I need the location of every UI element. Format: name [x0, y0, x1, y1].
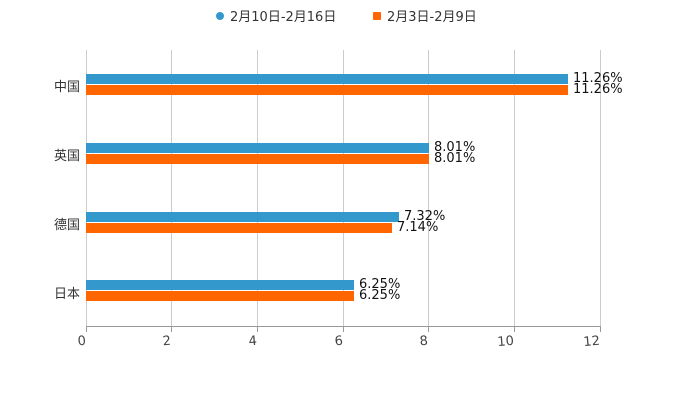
legend-item-series-1[interactable]: 2月10日-2月16日 — [216, 6, 336, 25]
gridline — [171, 50, 172, 326]
bar-japan-series-1[interactable] — [86, 280, 354, 290]
x-tick-label: 6 — [334, 333, 344, 350]
category-label-germany: 德国 — [53, 218, 80, 233]
data-label: 7.14% — [397, 220, 439, 235]
bar-china-series-2[interactable] — [86, 85, 568, 95]
category-label-uk: 英国 — [53, 149, 80, 164]
x-tick — [257, 326, 258, 332]
bar-china-series-1[interactable] — [86, 74, 568, 84]
x-tick — [600, 326, 601, 332]
category-label-japan: 日本 — [53, 287, 80, 302]
gridline — [343, 50, 344, 326]
bar-uk-series-1[interactable] — [86, 143, 429, 153]
x-tick-label: 4 — [248, 333, 258, 350]
x-tick-label: 10 — [496, 333, 515, 351]
category-label-china: 中国 — [53, 80, 80, 95]
x-tick-label: 2 — [162, 333, 172, 350]
legend-square-icon — [373, 11, 381, 20]
data-label: 8.01% — [434, 140, 476, 155]
chart-legend: 2月10日-2月16日 2月3日-2月9日 — [0, 6, 700, 25]
gridline — [86, 50, 87, 326]
x-tick-label: 0 — [77, 333, 87, 350]
data-label: 7.32% — [404, 209, 446, 224]
x-tick — [171, 326, 172, 332]
legend-label: 2月3日-2月9日 — [387, 10, 477, 25]
x-tick-label: 12 — [582, 333, 601, 351]
bar-germany-series-2[interactable] — [86, 223, 392, 233]
data-label: 11.26% — [573, 71, 623, 86]
x-tick — [514, 326, 515, 332]
data-label: 6.25% — [359, 277, 401, 292]
x-tick — [428, 326, 429, 332]
data-label: 8.01% — [434, 151, 476, 166]
x-tick-label: 8 — [419, 333, 429, 350]
gridline — [600, 50, 601, 326]
bar-uk-series-2[interactable] — [86, 154, 429, 164]
gridline — [514, 50, 515, 326]
data-label: 6.25% — [359, 288, 401, 303]
legend-circle-icon — [216, 11, 224, 20]
legend-label: 2月10日-2月16日 — [230, 10, 337, 25]
legend-item-series-2[interactable]: 2月3日-2月9日 — [373, 6, 477, 25]
gridline — [428, 50, 429, 326]
x-tick — [343, 326, 344, 332]
gridline — [257, 50, 258, 326]
bar-germany-series-1[interactable] — [86, 212, 399, 222]
data-label: 11.26% — [573, 82, 623, 97]
x-tick — [86, 326, 87, 332]
bar-japan-series-2[interactable] — [86, 291, 354, 301]
